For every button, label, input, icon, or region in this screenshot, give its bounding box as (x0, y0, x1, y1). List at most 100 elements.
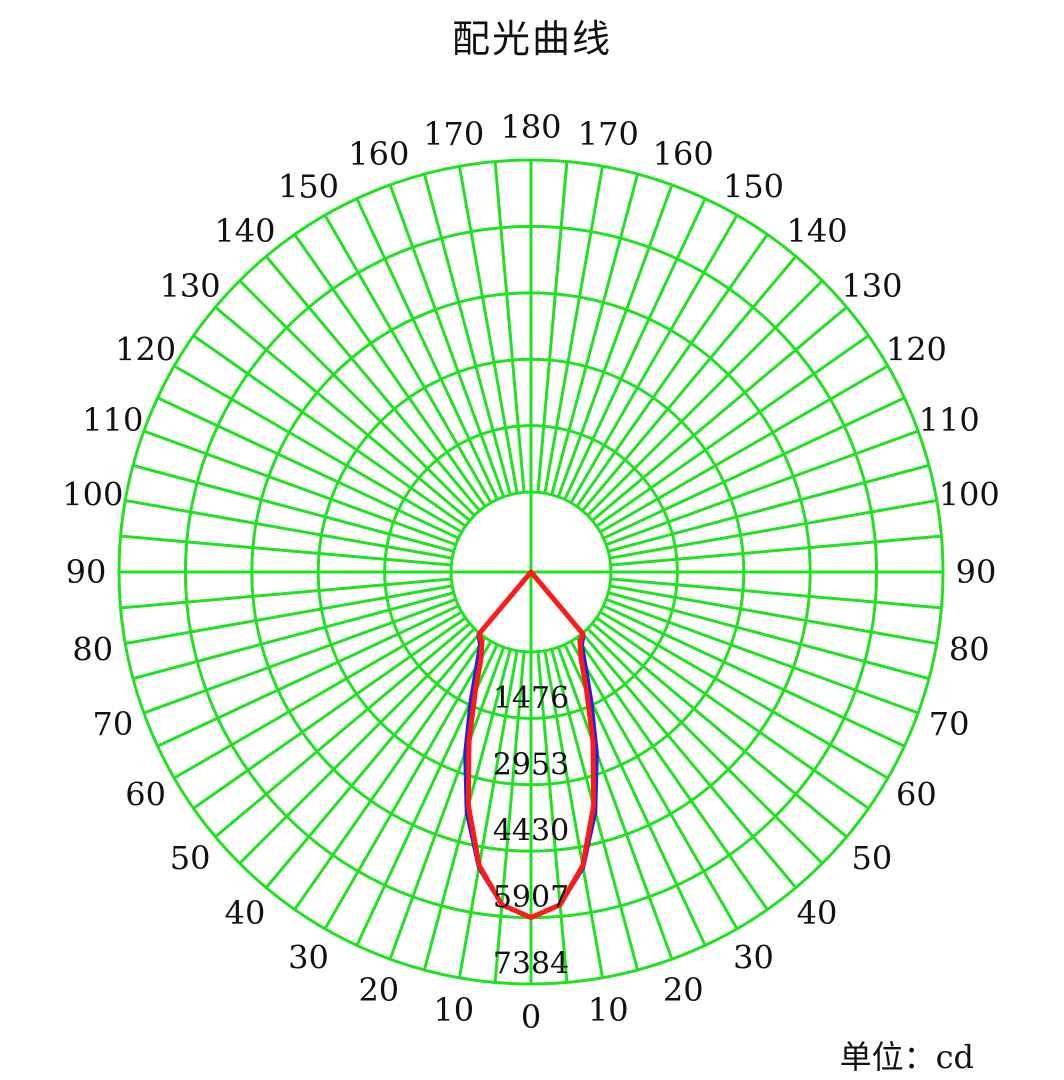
angle-label: 120 (115, 331, 176, 369)
grid-spoke (556, 184, 674, 498)
grid-spoke (595, 334, 870, 528)
angle-label: 150 (278, 168, 339, 206)
angle-label: 50 (852, 839, 893, 877)
grid-spoke (214, 622, 471, 838)
angle-label: 100 (939, 476, 1000, 514)
radial-tick-label: 1476 (493, 681, 569, 716)
grid-spoke (581, 255, 797, 512)
angle-label: 120 (886, 331, 947, 369)
radial-tick-label: 4430 (493, 814, 569, 849)
grid-spoke (388, 646, 506, 960)
grid-spoke (609, 498, 938, 560)
grid-spoke (214, 306, 471, 522)
grid-spoke (493, 161, 526, 493)
grid-spoke (556, 646, 674, 960)
grid-spoke (173, 364, 463, 534)
angle-label: 30 (733, 938, 774, 976)
grid-spoke (591, 622, 848, 838)
unit-value: cd (935, 1038, 974, 1076)
angle-label: 130 (841, 267, 902, 305)
angle-label: 140 (214, 212, 275, 250)
radial-tick-label: 2953 (493, 747, 569, 782)
grid-spoke (595, 616, 870, 810)
grid-spoke (265, 255, 481, 512)
angle-label: 70 (92, 705, 133, 743)
grid-spoke (543, 165, 605, 494)
grid-spoke (238, 279, 476, 517)
angle-label: 50 (170, 839, 211, 877)
radial-tick-labels: 1476 2953 4430 5907 7384 (493, 681, 569, 982)
grid-spoke (536, 161, 569, 493)
angle-label: 70 (929, 705, 970, 743)
unit-prefix: 单位： (839, 1038, 936, 1076)
grid-spoke (132, 463, 455, 553)
angle-label: 60 (125, 776, 166, 814)
grid-spoke (602, 396, 906, 540)
grid-spoke (610, 577, 942, 610)
grid-spoke (388, 184, 506, 498)
grid-spoke (607, 591, 930, 681)
grid-spoke (457, 165, 519, 494)
grid-spoke (605, 597, 919, 715)
unit-label: 单位：cd (840, 1032, 974, 1078)
grid-spoke (536, 651, 569, 983)
angle-label: 10 (433, 991, 474, 1029)
grid-spoke (293, 233, 487, 508)
grid-spoke (124, 584, 453, 646)
grid-spoke (293, 636, 487, 911)
grid-spoke (575, 636, 769, 911)
radial-tick-label: 5907 (493, 880, 569, 915)
grid-spoke (173, 610, 463, 780)
angle-label: 40 (797, 894, 838, 932)
grid-spoke (581, 632, 797, 889)
grid-spoke (192, 616, 467, 810)
grid-spoke (422, 173, 512, 496)
grid-spoke (238, 627, 476, 865)
angle-label: 90 (66, 553, 107, 591)
grid-spoke (607, 463, 930, 553)
polar-grid (117, 158, 945, 986)
angle-label: 170 (423, 115, 484, 153)
chart-title: 配光曲线 (451, 17, 612, 61)
grid-spoke (610, 534, 942, 567)
grid-spoke (602, 604, 906, 748)
angle-label: 130 (160, 267, 221, 305)
grid-spoke (575, 233, 769, 508)
angle-label: 10 (588, 991, 629, 1029)
grid-spoke (156, 396, 460, 540)
angle-label: 150 (723, 168, 784, 206)
grid-spoke (569, 640, 739, 930)
grid-spoke (132, 591, 455, 681)
curve-series-2 (465, 569, 597, 921)
grid-spoke (586, 627, 824, 865)
grid-spoke (120, 534, 452, 567)
grid-spoke (569, 214, 739, 504)
grid-spoke (609, 584, 938, 646)
grid-spoke (323, 214, 493, 504)
angle-label: 160 (348, 135, 409, 173)
grid-spoke (265, 632, 481, 889)
angle-label: 90 (956, 553, 997, 591)
grid-spoke (563, 197, 707, 501)
curves (463, 569, 599, 921)
angle-label: 20 (663, 971, 704, 1009)
grid-spoke (591, 306, 848, 522)
angle-label: 140 (787, 212, 848, 250)
angle-label: 100 (62, 476, 123, 514)
angle-label: 110 (919, 401, 980, 439)
angle-label: 30 (288, 938, 329, 976)
grid-spoke (457, 650, 519, 979)
grid-spoke (605, 429, 919, 547)
angle-label: 110 (82, 401, 143, 439)
grid-spoke (143, 597, 457, 715)
angle-label: 0 (521, 998, 541, 1036)
grid-spoke (543, 650, 605, 979)
grid-spoke (120, 577, 452, 610)
grid-spoke (143, 429, 457, 547)
angle-label: 80 (949, 630, 990, 668)
grid-spoke (493, 651, 526, 983)
angle-label: 60 (896, 776, 937, 814)
grid-spoke (192, 334, 467, 528)
angle-label: 40 (225, 894, 266, 932)
